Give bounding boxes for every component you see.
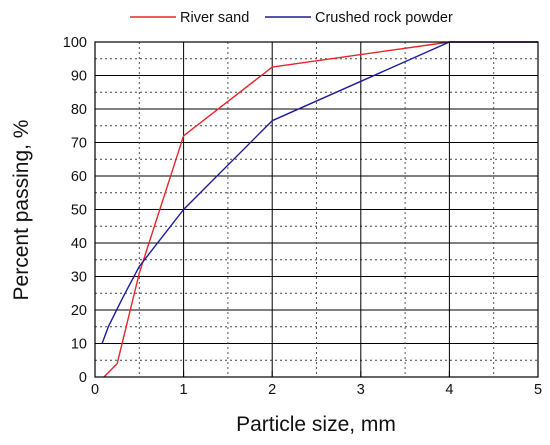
x-tick-label: 4 [445, 382, 453, 398]
y-tick-label: 60 [71, 169, 87, 185]
series-line-crushed-rock-powder [101, 41, 538, 344]
y-tick-label: 50 [71, 203, 87, 219]
x-tick-label: 5 [534, 382, 542, 398]
grid [95, 42, 538, 377]
x-tick-label: 3 [357, 382, 365, 398]
y-tick-label: 10 [71, 337, 87, 353]
y-tick-label: 70 [71, 136, 87, 152]
axis-ticks: 0 10 20 30 40 50 60 70 80 90 100 0 1 2 3 4 5 [63, 35, 542, 398]
y-tick-label: 100 [63, 35, 87, 51]
x-tick-label: 2 [268, 382, 276, 398]
y-tick-label: 90 [71, 69, 87, 85]
y-tick-label: 20 [71, 303, 87, 319]
y-tick-label: 0 [79, 370, 87, 386]
y-tick-label: 30 [71, 270, 87, 286]
legend-label-crushed-rock-powder: Crushed rock powder [315, 10, 453, 26]
y-tick-label: 80 [71, 102, 87, 118]
legend: River sand Crushed rock powder [130, 10, 453, 26]
x-axis-title: Particle size, mm [236, 413, 396, 436]
x-tick-label: 1 [180, 382, 188, 398]
y-axis-title: Percent passing, % [10, 120, 33, 301]
y-tick-label: 40 [71, 236, 87, 252]
x-tick-label: 0 [91, 382, 99, 398]
legend-label-river-sand: River sand [180, 10, 249, 26]
